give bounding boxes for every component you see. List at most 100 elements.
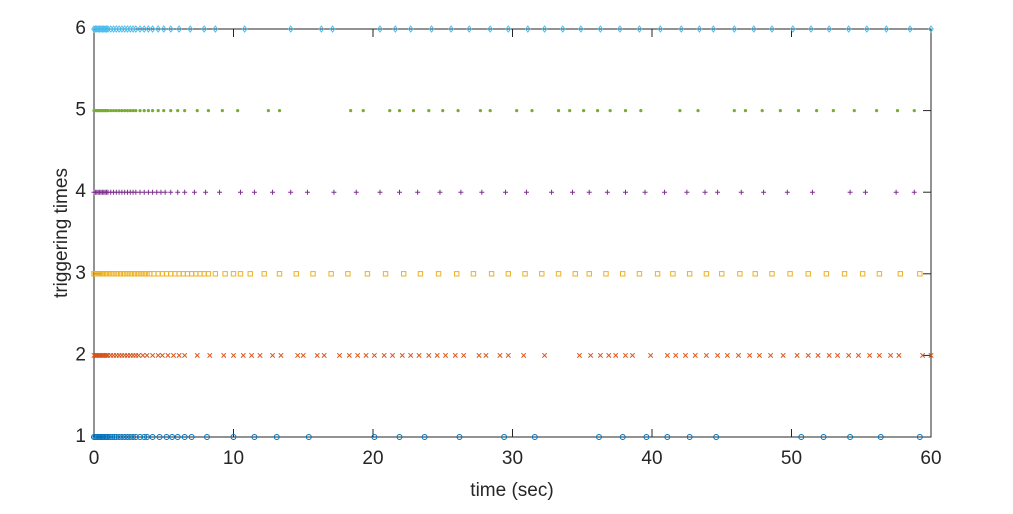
marker	[696, 25, 703, 33]
marker	[623, 109, 628, 113]
marker	[895, 109, 900, 113]
marker	[466, 25, 473, 33]
marker	[371, 352, 377, 358]
marker	[220, 109, 224, 113]
marker	[686, 434, 693, 440]
marker	[738, 189, 744, 195]
marker	[117, 109, 121, 113]
marker	[603, 271, 609, 277]
marker	[505, 352, 511, 358]
marker	[203, 434, 210, 440]
marker	[595, 109, 600, 113]
marker	[127, 434, 134, 440]
marker	[212, 25, 219, 33]
plot-frame	[93, 28, 932, 438]
y-tick-label: 1	[75, 426, 86, 447]
marker	[124, 271, 131, 277]
marker	[780, 352, 786, 358]
marker	[703, 271, 710, 277]
marker	[130, 434, 137, 440]
marker	[305, 434, 312, 440]
marker	[713, 434, 720, 440]
marker	[278, 352, 284, 358]
marker	[145, 25, 152, 33]
marker	[608, 109, 612, 113]
marker	[664, 434, 671, 440]
marker	[826, 25, 832, 33]
marker	[893, 189, 899, 195]
marker	[867, 352, 873, 358]
marker	[270, 352, 276, 358]
marker	[586, 271, 592, 277]
marker	[522, 271, 528, 277]
marker	[163, 434, 170, 440]
marker	[377, 25, 383, 33]
marker	[247, 271, 253, 277]
marker	[230, 271, 237, 277]
marker	[162, 189, 168, 195]
marker	[364, 271, 371, 277]
marker	[389, 352, 396, 358]
marker	[841, 271, 848, 277]
marker	[331, 189, 337, 195]
marker	[521, 352, 527, 358]
marker	[150, 352, 156, 358]
marker	[408, 352, 414, 358]
marker	[121, 271, 128, 277]
marker	[353, 189, 359, 195]
marker	[629, 352, 636, 358]
marker	[724, 352, 730, 358]
marker	[604, 189, 610, 195]
marker	[798, 434, 805, 440]
x-tick-label: 50	[781, 448, 802, 469]
marker	[107, 434, 114, 440]
y-tick-label: 3	[75, 263, 86, 284]
marker	[639, 109, 643, 113]
marker	[756, 352, 762, 358]
marker	[435, 271, 442, 277]
x-tick-label: 60	[920, 448, 941, 469]
x-tick-label: 10	[223, 448, 244, 469]
marker	[710, 25, 717, 33]
marker	[388, 109, 392, 113]
marker	[270, 189, 276, 195]
marker	[715, 352, 721, 358]
marker	[321, 352, 327, 358]
marker	[747, 352, 753, 358]
marker	[329, 25, 336, 33]
marker	[847, 189, 853, 195]
marker	[686, 271, 693, 277]
x-tick-label: 0	[89, 448, 100, 469]
marker	[859, 271, 866, 277]
marker	[158, 189, 164, 195]
marker	[427, 109, 431, 113]
marker	[760, 109, 764, 113]
marker	[834, 352, 841, 358]
x-tick-label: 20	[362, 448, 383, 469]
marker	[597, 25, 604, 33]
marker	[295, 352, 301, 358]
marker	[448, 25, 454, 33]
marker	[304, 189, 310, 195]
marker	[127, 271, 133, 277]
marker	[134, 109, 138, 113]
marker	[648, 352, 654, 358]
marker	[769, 25, 775, 33]
marker	[855, 352, 862, 358]
marker	[212, 271, 219, 277]
marker	[144, 352, 150, 358]
x-tick-label: 30	[502, 448, 523, 469]
marker	[397, 109, 402, 113]
marker	[251, 189, 257, 195]
marker	[251, 434, 258, 440]
marker	[133, 25, 139, 33]
marker	[505, 25, 512, 33]
marker	[719, 271, 725, 277]
marker	[105, 271, 111, 277]
marker	[809, 189, 815, 195]
marker	[249, 352, 255, 358]
marker	[241, 25, 248, 33]
marker	[877, 434, 884, 440]
marker	[174, 434, 181, 440]
